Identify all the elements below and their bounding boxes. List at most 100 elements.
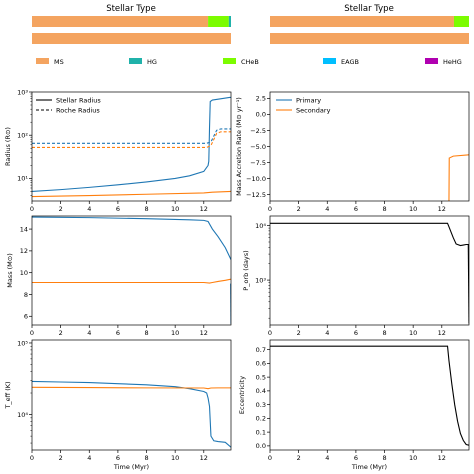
- mass-accretion-ytick-label: −5.0: [250, 143, 266, 151]
- eccentricity-ytick-label: 0.0: [256, 442, 266, 450]
- mass-accretion-xtick-label: 4: [325, 205, 329, 213]
- mass-ytick-label: 10: [20, 269, 28, 277]
- mass-accretion-xtick-label: 0: [268, 205, 272, 213]
- teff-xlabel: Time (Myr): [113, 463, 149, 471]
- radius-series-line-0: [32, 96, 231, 192]
- legend-swatch-CHeB: [223, 58, 236, 64]
- mass-accretion-ytick-label: 2.5: [256, 95, 266, 103]
- radius-ytick-label: 10³: [17, 88, 28, 96]
- radius-ytick-label: 10¹: [17, 175, 28, 183]
- legend-swatch-EAGB: [323, 58, 336, 64]
- period-xtick-label: 4: [325, 329, 329, 337]
- period-ytick-label: 10⁴: [255, 222, 266, 230]
- teff-ytick-label: 10⁵: [17, 339, 28, 347]
- period-series-line-0: [270, 222, 469, 247]
- eccentricity-xtick-label: 2: [297, 454, 301, 462]
- mass-ytick-label: 8: [24, 291, 28, 299]
- mass-series-line-0: [32, 216, 231, 260]
- teff-xtick-label: 6: [116, 454, 120, 462]
- mass-ytick-label: 14: [20, 225, 28, 233]
- radius-series-line-3: [32, 131, 231, 149]
- eccentricity-series: [270, 345, 469, 446]
- eccentricity-panel: 0 2 4 6 8 10 12 0.0 0.1 0.2 0.3 0.4 0.5 0.6 0.7 Eccentr…: [238, 339, 470, 471]
- eccentricity-ytick-label: 0.2: [256, 415, 266, 423]
- stellar-type-top-segment-MS: [32, 16, 209, 27]
- teff-xtick-label: 10: [171, 454, 179, 462]
- stellar-type-right-title: Stellar Type: [344, 4, 394, 14]
- mass-accretion-ylabel: Mass Accretion Rate (M⊙ yr⁻¹): [235, 97, 243, 196]
- eccentricity-xtick-label: 6: [354, 454, 358, 462]
- eccentricity-ytick-label: 0.1: [256, 428, 266, 436]
- stellar-type-bottom-segment-MS: [32, 33, 231, 44]
- teff-xtick-label: 2: [59, 454, 63, 462]
- period-frame: [269, 215, 470, 326]
- radius-frame: [31, 91, 232, 202]
- mass-xtick-label: 2: [59, 329, 63, 337]
- mass-accretion-xtick-label: 12: [438, 205, 446, 213]
- mass-panel: 0 2 4 6 8 10 12 6 8 10 12 14 Mass (M⊙): [6, 215, 232, 337]
- period-xtick-label: 2: [297, 329, 301, 337]
- radius-xtick-label: 12: [200, 205, 208, 213]
- radius-xtick-label: 8: [144, 205, 148, 213]
- eccentricity-xtick-label: 8: [382, 454, 386, 462]
- legend-swatch-HG: [129, 58, 142, 64]
- period-xtick-label: 6: [354, 329, 358, 337]
- radius-xtick-label: 6: [116, 205, 120, 213]
- mass-xtick-label: 4: [87, 329, 91, 337]
- radius-xtick-label: 10: [171, 205, 179, 213]
- eccentricity-xtick-label: 0: [268, 454, 272, 462]
- teff-series-line-1: [32, 386, 231, 390]
- teff-xtick-label: 8: [144, 454, 148, 462]
- teff-panel: 0 2 4 6 8 10 12 10⁴ 10⁵ T_eff (K) Time (Myr): [4, 339, 232, 471]
- mass-ytick-label: 12: [20, 247, 28, 255]
- legend-swatch-HeHG: [425, 58, 438, 64]
- teff-series-line-0: [32, 380, 231, 448]
- accretion-legend-label-secondary: Secondary: [296, 106, 331, 114]
- legend-label-CHeB: CHeB: [241, 58, 259, 66]
- radius-ytick-label: 10²: [17, 132, 28, 140]
- eccentricity-ytick-label: 0.7: [256, 346, 266, 354]
- mass-accretion-ytick-label: −7.5: [250, 159, 266, 167]
- eccentricity-series-line-0: [270, 345, 469, 446]
- period-ylabel: P_orb (days): [242, 250, 250, 290]
- mass-accretion-xtick-label: 2: [297, 205, 301, 213]
- radius-ylabel: Radius (R⊙): [4, 127, 12, 166]
- mass-accretion-ytick-label: −12.5: [246, 191, 266, 199]
- stellar-type-top-segment-MS: [270, 16, 454, 27]
- accretion-legend-label-primary: Primary: [296, 96, 321, 104]
- radius-series: [32, 96, 231, 198]
- eccentricity-xlabel: Time (Myr): [351, 463, 387, 471]
- eccentricity-ylabel: Eccentricity: [238, 376, 246, 414]
- radius-legend-label-stellar: Stellar Radius: [56, 96, 101, 104]
- mass-xtick-label: 10: [171, 329, 179, 337]
- eccentricity-xtick-label: 12: [438, 454, 446, 462]
- eccentricity-frame: [269, 339, 470, 451]
- legend-label-MS: MS: [54, 58, 64, 66]
- mass-series-line-1: [32, 278, 231, 284]
- teff-xtick-label: 4: [87, 454, 91, 462]
- mass-accretion-series-line-1: [448, 154, 469, 201]
- mass-series: [32, 216, 231, 324]
- legend-label-HG: HG: [147, 58, 157, 66]
- period-panel: 0 2 4 6 8 10 12 10³ 10⁴ P_orb (days): [242, 215, 470, 337]
- eccentricity-ytick-label: 0.5: [256, 373, 266, 381]
- mass-accretion-ytick-label: −2.5: [250, 127, 266, 135]
- mass-xtick-label: 6: [116, 329, 120, 337]
- teff-xtick-label: 12: [200, 454, 208, 462]
- mass-ytick-label: 6: [24, 313, 28, 321]
- eccentricity-ytick-label: 0.3: [256, 401, 266, 409]
- eccentricity-ytick-label: 0.6: [256, 360, 266, 368]
- period-xtick-label: 8: [382, 329, 386, 337]
- teff-xtick-label: 0: [30, 454, 34, 462]
- radius-panel: 0 2 4 6 8 10 12 10¹ 10² 10³ Radius (R⊙) Stellar Rad…: [4, 88, 232, 213]
- stellar-type-left: Stellar Type: [32, 4, 231, 44]
- teff-series: [32, 380, 231, 448]
- stellar-type-top-segment-HG: [228, 16, 231, 27]
- mass-accretion-xtick-label: 8: [382, 205, 386, 213]
- teff-ytick-label: 10⁴: [17, 411, 28, 419]
- eccentricity-xtick-label: 10: [409, 454, 417, 462]
- radius-xtick-label: 4: [87, 205, 91, 213]
- legend-swatch-MS: [36, 58, 49, 64]
- radius-legend-label-roche: Roche Radius: [56, 106, 100, 114]
